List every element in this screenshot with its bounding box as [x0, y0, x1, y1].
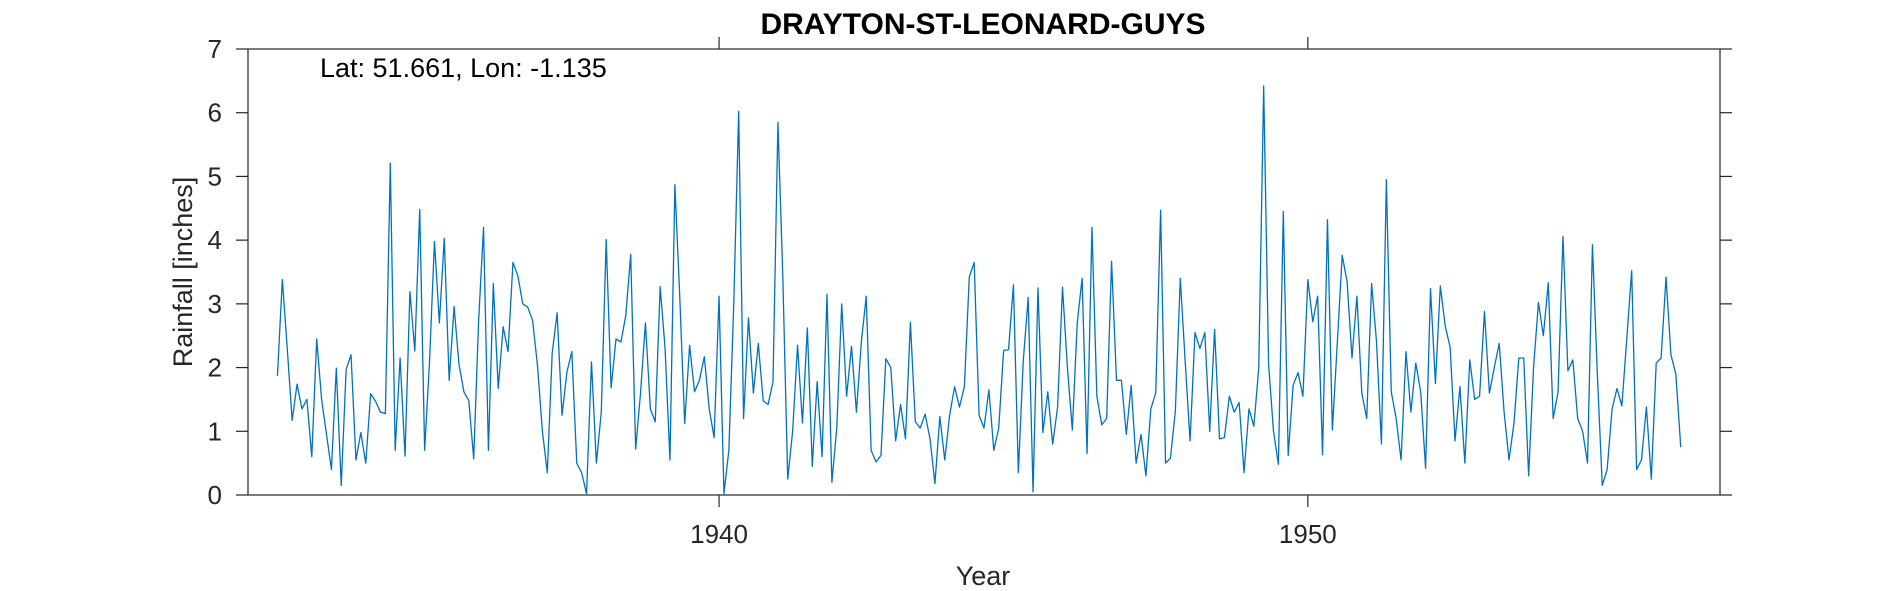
y-axis-label: Rainfall [inches] [168, 177, 198, 368]
y-tick-label: 1 [208, 416, 222, 446]
y-tick-label: 2 [208, 353, 222, 383]
y-tick-label: 0 [208, 480, 222, 510]
y-tick-label: 7 [208, 34, 222, 64]
series-group [276, 85, 1682, 495]
x-tick-label: 1950 [1279, 519, 1337, 549]
y-tick-label: 6 [208, 98, 222, 128]
y-axis: 0 1 2 3 4 5 6 7 [208, 34, 1732, 510]
rainfall-series-line [276, 85, 1682, 495]
y-tick-label: 3 [208, 289, 222, 319]
x-axis-label: Year [956, 561, 1011, 591]
location-annotation: Lat: 51.661, Lon: -1.135 [320, 53, 607, 83]
chart-title: DRAYTON-ST-LEONARD-GUYS [760, 8, 1205, 41]
y-tick-label: 5 [208, 161, 222, 191]
y-tick-label: 4 [208, 225, 222, 255]
x-tick-label: 1940 [690, 519, 748, 549]
x-axis: 1940 1950 [690, 37, 1337, 549]
plot-area-box [247, 48, 1721, 496]
